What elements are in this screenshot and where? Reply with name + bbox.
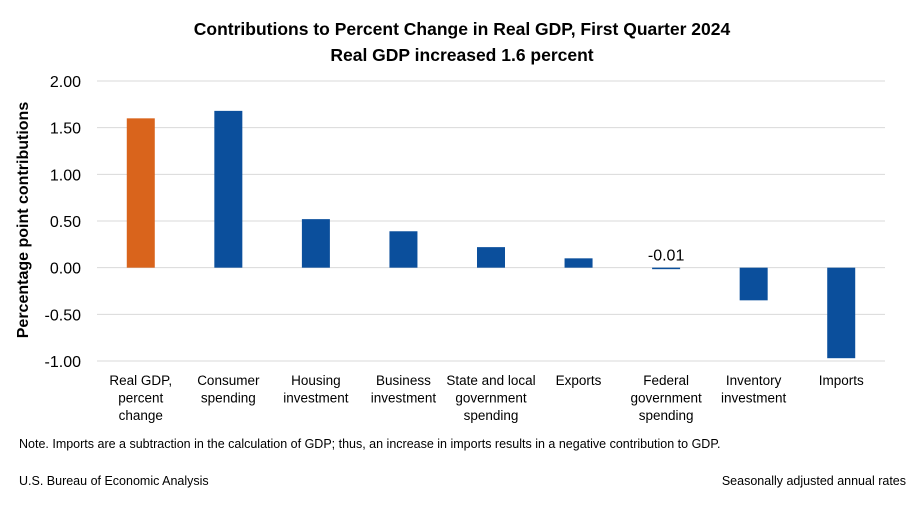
category-label: Real GDP, percent change: [109, 373, 172, 423]
source-credit: U.S. Bureau of Economic Analysis: [19, 474, 209, 488]
bar: [214, 110, 243, 268]
bar: [126, 118, 155, 268]
bar: [652, 267, 681, 270]
footnote: Note. Imports are a subtraction in the c…: [19, 437, 721, 451]
y-axis-label: Percentage point contributions: [15, 102, 32, 339]
y-tick-label: -1.00: [45, 354, 82, 371]
bar: [389, 231, 418, 268]
chart-title: Contributions to Percent Change in Real …: [193, 19, 731, 39]
category-label: Federal government spending: [630, 373, 702, 423]
category-label: Exports: [556, 373, 602, 388]
y-tick-label: 1.50: [50, 121, 81, 138]
rates-note: Seasonally adjusted annual rates: [721, 474, 906, 488]
category-labels: Real GDP, percent change Consumer spending Ho…: [109, 373, 864, 423]
category-label: Inventory investment: [721, 373, 787, 406]
category-label: Imports: [819, 373, 864, 388]
y-axis-ticks: 2.00 1.50 1.00 0.50 0.00 -0.50 -1.00: [45, 74, 82, 371]
category-label: Business investment: [371, 373, 437, 406]
y-tick-label: 1.00: [50, 167, 81, 184]
bar: [739, 267, 768, 301]
bars: [126, 110, 856, 359]
bar-chart: 2.00 1.50 1.00 0.50 0.00 -0.50 -1.00 Real GDP,…: [15, 74, 885, 423]
bar: [827, 267, 856, 359]
category-label: Housing investment: [283, 373, 349, 406]
bar: [301, 219, 330, 268]
category-label: Consumer spending: [197, 373, 260, 406]
y-tick-label: 2.00: [50, 74, 81, 91]
chart-subtitle: Real GDP increased 1.6 percent: [330, 45, 594, 65]
bar: [564, 258, 593, 268]
y-tick-label: -0.50: [45, 307, 82, 324]
category-label: State and local government spending: [446, 373, 535, 423]
y-tick-label: 0.00: [50, 261, 81, 278]
y-tick-label: 0.50: [50, 214, 81, 231]
data-label: -0.01: [648, 248, 685, 265]
data-labels: -0.01: [648, 248, 685, 265]
bar: [477, 247, 505, 268]
